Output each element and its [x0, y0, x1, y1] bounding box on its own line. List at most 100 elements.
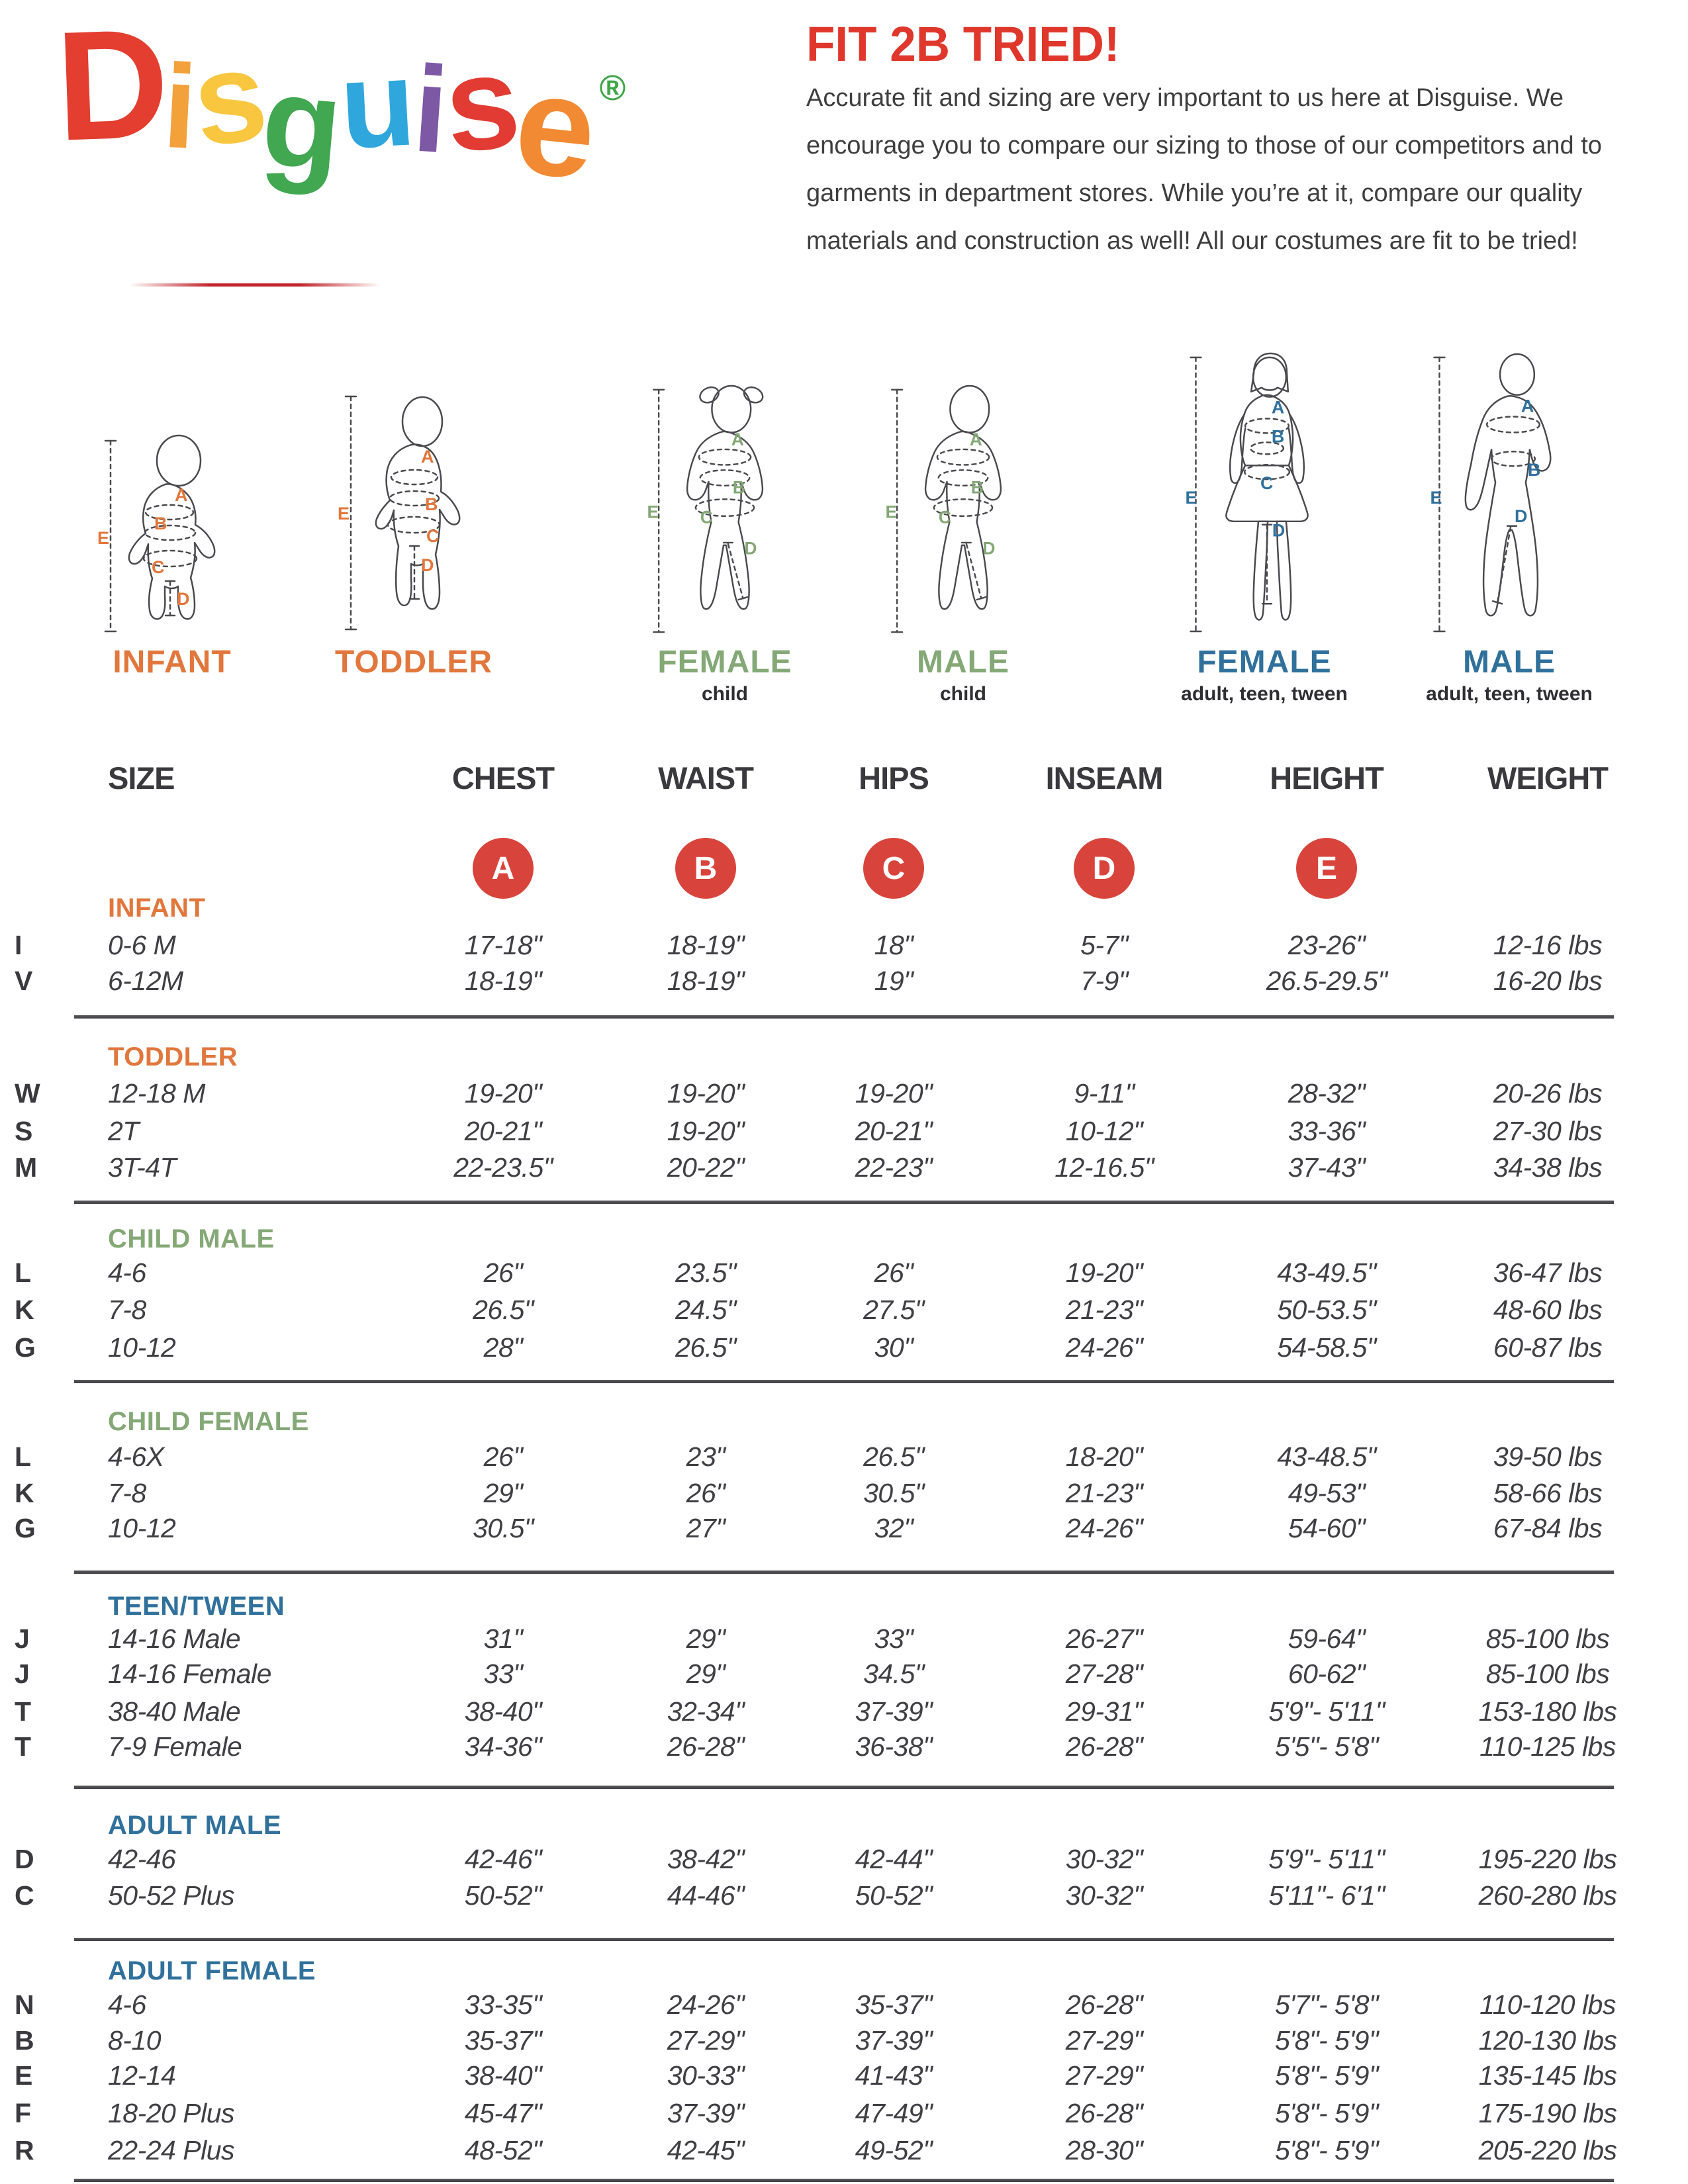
row-key: J: [15, 1659, 30, 1689]
row-key: S: [15, 1116, 33, 1146]
row-waist: 20-22": [667, 1152, 745, 1183]
col-height: HEIGHT: [1270, 760, 1384, 796]
row-key: I: [15, 930, 23, 960]
measure-badge-e: E: [1296, 838, 1357, 899]
row-chest: 22-23.5": [453, 1152, 553, 1183]
row-inseam: 29-31": [1065, 1696, 1143, 1727]
svg-text:B: B: [733, 478, 745, 498]
section-heading-teen-tween: TEEN/TWEEN: [108, 1592, 285, 1621]
row-waist: 23": [686, 1441, 726, 1472]
row-chest: 18-19": [464, 966, 542, 996]
table-row: L 4-6X 26" 23" 26.5" 18-20" 43-48.5" 39-50 lbs: [0, 1441, 1688, 1479]
col-weight: WEIGHT: [1487, 760, 1609, 796]
svg-text:E: E: [338, 504, 350, 523]
row-height: 5'8"- 5'9": [1274, 2060, 1379, 2091]
row-chest: 34-36": [464, 1731, 542, 1762]
infant-figure-icon: E A B C D: [97, 434, 216, 633]
section-heading-adult-male: ADULT MALE: [108, 1811, 281, 1840]
row-height: 54-58.5": [1277, 1332, 1376, 1363]
row-size: 4-6X: [108, 1441, 164, 1472]
row-chest: 26": [483, 1441, 523, 1472]
row-hips: 30.5": [863, 1478, 924, 1508]
svg-text:A: A: [970, 430, 982, 449]
row-height: 43-48.5": [1277, 1441, 1376, 1472]
col-waist: WAIST: [658, 760, 754, 796]
row-chest: 19-20": [464, 1078, 542, 1109]
female-child-figure: E A B C D FEMALE child: [599, 381, 851, 708]
table-row: W 12-18 M 19-20" 19-20" 19-20" 9-11" 28-32" 20-…: [0, 1078, 1688, 1115]
row-hips: 19": [874, 966, 914, 996]
row-waist: 24.5": [675, 1295, 736, 1325]
row-key: T: [15, 1696, 32, 1727]
measure-badge-d: D: [1074, 838, 1135, 899]
row-key: W: [15, 1078, 40, 1109]
row-key: F: [15, 2098, 32, 2128]
row-key: K: [15, 1295, 34, 1325]
row-chest: 33": [483, 1659, 523, 1689]
row-inseam: 5-7": [1080, 930, 1128, 960]
table-row: R 22-24 Plus 48-52" 42-45" 49-52" 28-30" 5'8"-…: [0, 2135, 1688, 2172]
row-key: L: [15, 1257, 32, 1288]
row-height: 26.5-29.5": [1266, 966, 1387, 996]
row-hips: 30": [874, 1332, 914, 1363]
female-child-figure-icon: E A B C D: [647, 385, 764, 633]
svg-text:D: D: [1515, 506, 1527, 526]
row-hips: 47-49": [855, 2098, 933, 2128]
svg-text:C: C: [426, 526, 440, 546]
section-heading-toddler: TODDLER: [108, 1042, 238, 1071]
col-chest: CHEST: [451, 760, 555, 796]
row-weight: 16-20 lbs: [1493, 966, 1603, 996]
row-height: 5'9"- 5'11": [1268, 1696, 1385, 1727]
row-weight: 67-84 lbs: [1493, 1513, 1603, 1543]
row-waist: 19-20": [667, 1116, 745, 1146]
female-adult-figure: E A B C D FEMALE adult, teen, tween: [1135, 349, 1393, 708]
row-height: 37-43": [1288, 1152, 1366, 1183]
row-hips: 34.5": [863, 1659, 924, 1689]
row-inseam: 27-29": [1065, 2060, 1143, 2091]
row-height: 49-53": [1288, 1478, 1366, 1508]
row-chest: 33-35": [464, 1989, 542, 2020]
figure-caption: MALE: [917, 645, 1009, 680]
row-size: 50-52 Plus: [108, 1880, 235, 1911]
table-row: I 0-6 M 17-18" 18-19" 18" 5-7" 23-26" 12-16 lbs: [0, 930, 1688, 967]
logo-letter: D: [53, 0, 172, 173]
section-divider: [74, 1570, 1614, 1574]
row-chest: 28": [483, 1332, 523, 1363]
svg-text:A: A: [731, 430, 744, 449]
svg-text:E: E: [886, 502, 898, 522]
row-key: T: [15, 1731, 32, 1762]
row-weight: 135-145 lbs: [1478, 2060, 1617, 2091]
row-height: 54-60": [1288, 1513, 1366, 1543]
figure-caption: INFANT: [113, 645, 232, 680]
row-inseam: 21-23": [1065, 1478, 1143, 1508]
row-chest: 38-40": [464, 2060, 542, 2091]
table-header: SIZE CHEST WAIST HIPS INSEAM HEIGHT WEIG…: [0, 760, 1688, 797]
col-inseam: INSEAM: [1045, 760, 1164, 796]
row-waist: 32-34": [667, 1696, 745, 1727]
row-weight: 39-50 lbs: [1493, 1441, 1603, 1472]
registered-mark-icon: ®: [599, 68, 626, 108]
row-size: 22-24 Plus: [108, 2135, 235, 2165]
row-hips: 37-39": [855, 1696, 933, 1727]
row-weight: 36-47 lbs: [1493, 1257, 1603, 1288]
row-hips: 27.5": [863, 1295, 924, 1325]
row-waist: 19-20": [667, 1078, 745, 1109]
infant-figure: E A B C D INFANT: [70, 430, 275, 708]
row-hips: 22-23": [855, 1152, 933, 1183]
row-weight: 12-16 lbs: [1493, 930, 1603, 960]
row-inseam: 18-20": [1065, 1441, 1143, 1472]
svg-text:A: A: [175, 485, 188, 505]
row-chest: 50-52": [464, 1880, 542, 1911]
row-weight: 58-66 lbs: [1493, 1478, 1603, 1508]
row-waist: 27-29": [667, 2025, 745, 2056]
table-row: M 3T-4T 22-23.5" 20-22" 22-23" 12-16.5" 37-43"…: [0, 1152, 1688, 1189]
svg-text:B: B: [971, 478, 984, 498]
row-height: 60-62": [1288, 1659, 1366, 1689]
toddler-figure-icon: E A B C D: [338, 395, 461, 631]
svg-text:D: D: [421, 555, 434, 575]
figure-subcaption: child: [939, 683, 986, 705]
row-weight: 175-190 lbs: [1478, 2098, 1617, 2128]
row-size: 0-6 M: [108, 930, 176, 960]
row-hips: 32": [874, 1513, 914, 1543]
